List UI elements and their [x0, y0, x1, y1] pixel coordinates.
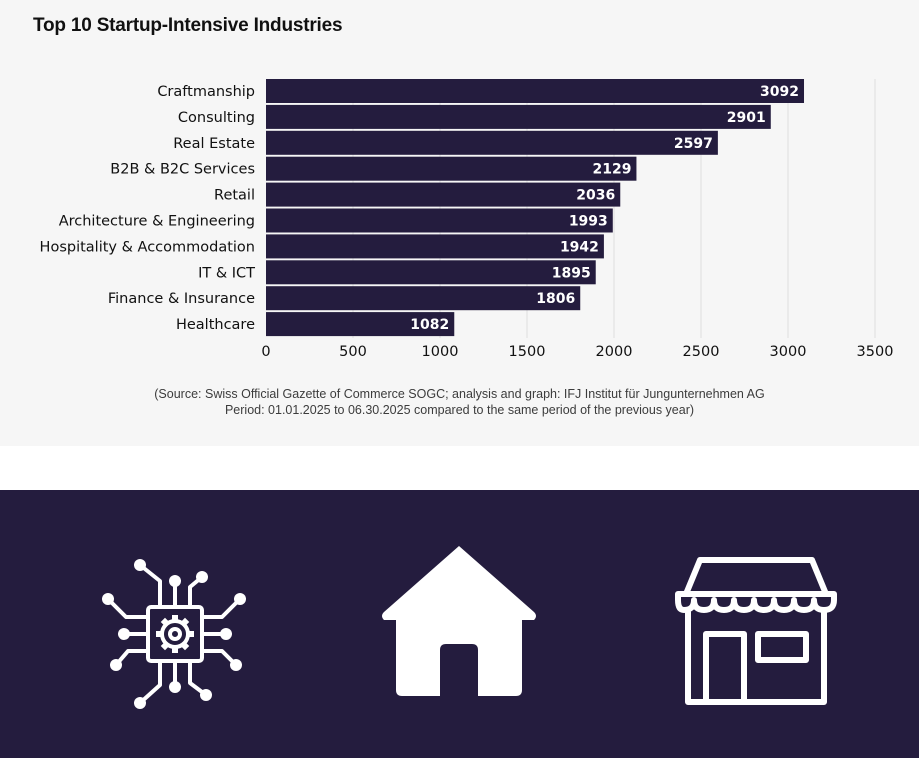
bar-5 — [266, 182, 621, 207]
x-tick-label: 2500 — [683, 344, 720, 360]
chart-title: Top 10 Startup-Intensive Industries — [33, 15, 343, 36]
bar-4 — [266, 156, 637, 181]
x-tick-label: 1500 — [509, 344, 546, 360]
bar-6 — [266, 208, 613, 233]
x-tick-label: 1000 — [422, 344, 459, 360]
data-label: 2901 — [727, 110, 766, 126]
icon-band — [0, 490, 919, 758]
bar-9 — [266, 286, 581, 311]
x-tick-label: 500 — [339, 344, 367, 360]
data-label: 1993 — [569, 214, 608, 230]
storefront-icon — [675, 557, 837, 705]
bar-3 — [266, 130, 718, 155]
bar-8 — [266, 260, 596, 285]
category-label: Real Estate — [173, 136, 255, 152]
category-label: Craftmanship — [157, 84, 255, 100]
house-icon — [382, 546, 536, 696]
x-tick-label: 3500 — [857, 344, 894, 360]
bar-chart: Craftmanship 3092 Consulting 2901 Real Estat… — [40, 79, 894, 360]
data-label: 1082 — [410, 317, 449, 333]
category-label: IT & ICT — [198, 265, 255, 281]
bar-7 — [266, 234, 604, 259]
x-tick-label: 0 — [261, 344, 270, 360]
data-label: 2036 — [576, 188, 615, 204]
category-label: Consulting — [178, 110, 255, 126]
source-note-line-1: (Source: Swiss Official Gazette of Comme… — [154, 387, 765, 401]
source-note: (Source: Swiss Official Gazette of Comme… — [0, 386, 919, 418]
source-note-line-2: Period: 01.01.2025 to 06.30.2025 compare… — [224, 403, 695, 417]
category-label: Healthcare — [176, 317, 255, 333]
data-label: 1806 — [536, 291, 575, 307]
data-label: 3092 — [760, 84, 799, 100]
category-label: Architecture & Engineering — [59, 214, 255, 230]
data-label: 2597 — [674, 136, 713, 152]
data-label: 2129 — [592, 162, 631, 178]
circuit-gear-icon — [102, 559, 246, 709]
x-tick-label: 2000 — [596, 344, 633, 360]
category-label: Retail — [214, 188, 255, 204]
bar-10 — [266, 312, 455, 337]
bar-2 — [266, 104, 771, 129]
category-label: B2B & B2C Services — [110, 162, 255, 178]
category-label: Hospitality & Accommodation — [40, 239, 255, 255]
x-tick-label: 3000 — [770, 344, 807, 360]
chart-panel: Top 10 Startup-Intensive Industries Craf… — [0, 15, 919, 418]
category-label: Finance & Insurance — [108, 291, 255, 307]
bar-1 — [266, 79, 805, 103]
data-label: 1895 — [552, 265, 591, 281]
data-label: 1942 — [560, 239, 599, 255]
